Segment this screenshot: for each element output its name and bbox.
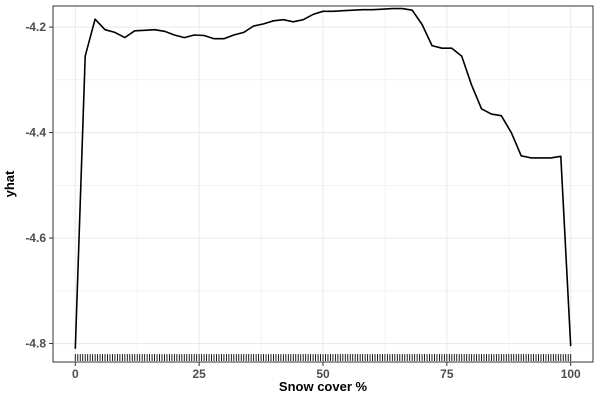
x-tick-label: 50 <box>316 367 330 381</box>
axis-ticks <box>49 26 572 366</box>
y-tick-labels: -4.8 -4.6 -4.4 -4.2 <box>25 20 46 350</box>
y-axis-title: yhat <box>2 170 17 197</box>
grid-lines <box>53 6 593 362</box>
rug-marks <box>74 354 572 361</box>
y-tick-label: -4.8 <box>25 337 46 351</box>
x-tick-label: 25 <box>192 367 206 381</box>
series-line-yhat <box>74 7 572 349</box>
x-tick-label: 75 <box>440 367 454 381</box>
x-tick-labels: 0 25 50 75 100 <box>72 367 581 381</box>
y-tick-label: -4.6 <box>25 231 46 245</box>
y-tick-label: -4.4 <box>25 126 46 140</box>
y-tick-label: -4.2 <box>25 20 46 34</box>
x-tick-label: 0 <box>72 367 79 381</box>
x-tick-label: 100 <box>561 367 581 381</box>
x-axis-title: Snow cover % <box>279 379 368 394</box>
